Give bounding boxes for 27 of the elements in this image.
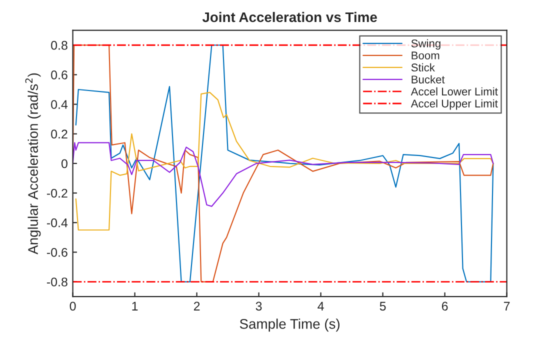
y-tick-label: -0.2 — [46, 188, 68, 198]
y-tick-label: 0 — [61, 159, 68, 168]
y-tick-label: 0.2 — [51, 130, 68, 139]
legend-label: Accel Lower Limit — [410, 87, 498, 96]
legend-label: Accel Upper Limit — [410, 99, 498, 110]
x-tick-label: 2 — [194, 302, 200, 310]
legend-label: Swing — [411, 39, 440, 50]
legend-label: Boom — [412, 52, 440, 60]
chart-title: Joint Acceleration vs Time — [202, 12, 377, 22]
y-tick-label: -0.6 — [46, 248, 68, 257]
x-axis-title: Sample Time (s) — [240, 318, 340, 332]
line-series — [72, 142, 494, 207]
x-tick-label: 5 — [380, 302, 386, 311]
x-tick-label: 7 — [504, 302, 510, 310]
y-tick-label: -0.8 — [46, 278, 68, 286]
y-tick-label: 0.6 — [51, 70, 68, 80]
x-tick-label: 1 — [132, 302, 138, 310]
y-tick-label: 0.8 — [51, 40, 68, 50]
x-tick-label: 4 — [318, 302, 324, 310]
legend-label: Stick — [411, 63, 435, 72]
legend-label: Bucket — [412, 75, 445, 84]
x-tick-label: 0 — [70, 302, 76, 311]
y-tick-label: -0.4 — [46, 218, 68, 228]
y-axis-title: Anglular Acceleration (rad/s$^{2}$) — [25, 73, 41, 254]
x-tick-label: 3 — [256, 302, 262, 311]
y-tick-label: 0.4 — [51, 100, 68, 109]
x-tick-label: 6 — [442, 302, 448, 311]
